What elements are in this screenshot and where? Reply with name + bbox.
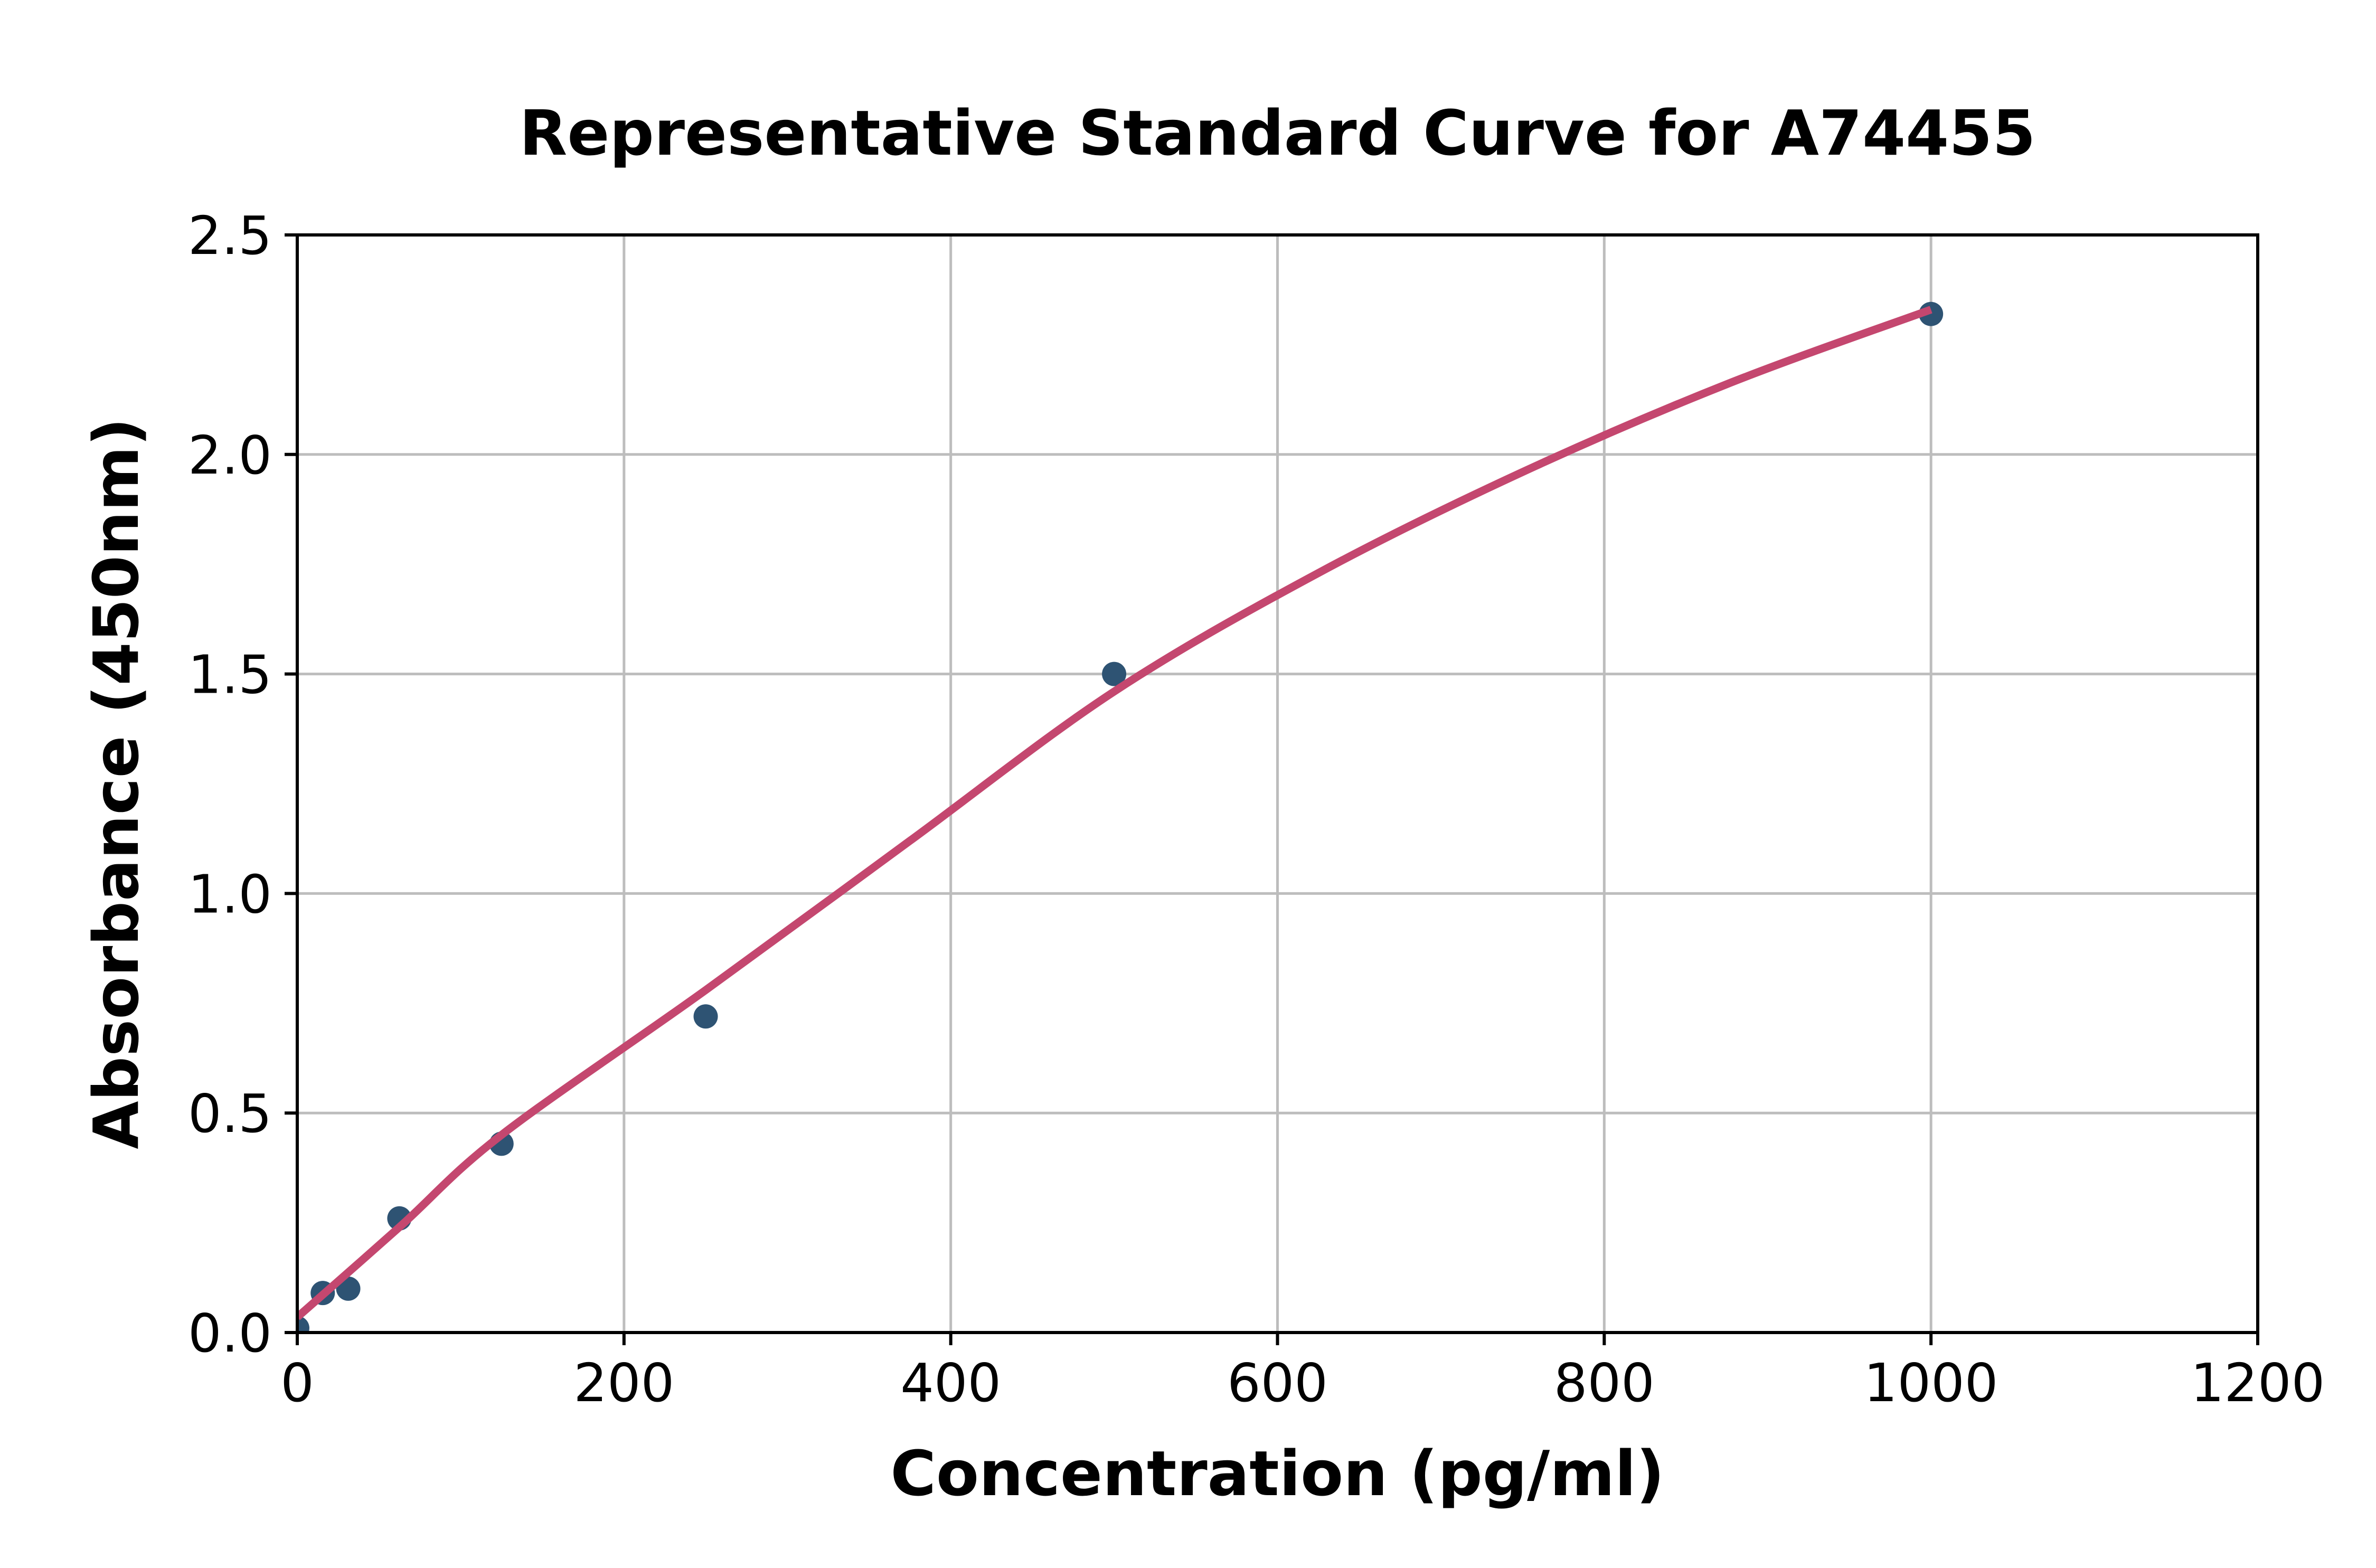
tick-label-y-1.5: 1.5 [188,644,272,706]
tick-label-x-800: 800 [1554,1352,1655,1414]
x-axis-label: Concentration (pg/ml) [890,1437,1665,1510]
tick-label-y-1.0: 1.0 [188,863,272,925]
tick-label-y-0.5: 0.5 [188,1083,272,1145]
data-point-5 [693,1004,718,1029]
tick-label-x-400: 400 [900,1352,1001,1414]
tick-label-y-0.0: 0.0 [188,1302,272,1364]
data-point-0 [297,1316,309,1333]
tick-label-x-1200: 1200 [2191,1352,2325,1414]
tick-label-x-1000: 1000 [1864,1352,1998,1414]
tick-label-x-600: 600 [1227,1352,1328,1414]
tick-label-y-2.5: 2.5 [188,205,272,267]
tick-label-x-200: 200 [573,1352,674,1414]
chart-title: Representative Standard Curve for A74455 [519,97,2036,169]
tick-label-x-0: 0 [280,1352,314,1414]
tick-label-y-2.0: 2.0 [188,424,272,486]
fitted-curve [297,306,1932,1320]
data-point-6 [1102,662,1127,686]
